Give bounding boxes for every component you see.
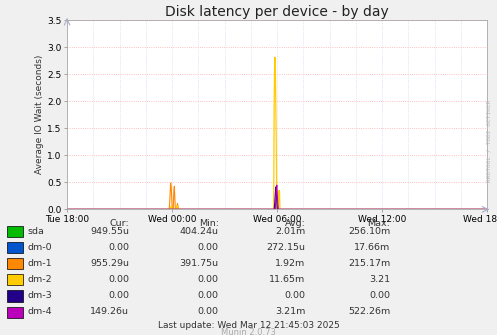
Text: Min:: Min: (199, 219, 219, 228)
Text: Avg:: Avg: (285, 219, 306, 228)
Text: 256.10m: 256.10m (348, 227, 390, 236)
Text: 1.92m: 1.92m (275, 259, 306, 268)
Text: 0.00: 0.00 (198, 308, 219, 316)
Text: 391.75u: 391.75u (179, 259, 219, 268)
Text: 0.00: 0.00 (198, 291, 219, 300)
Text: sda: sda (27, 227, 44, 236)
Text: 0.00: 0.00 (108, 291, 129, 300)
Text: 3.21: 3.21 (369, 275, 390, 284)
Text: 149.26u: 149.26u (90, 308, 129, 316)
Text: 0.00: 0.00 (108, 243, 129, 252)
Text: 0.00: 0.00 (198, 243, 219, 252)
Text: 0.00: 0.00 (108, 275, 129, 284)
Y-axis label: Average IO Wait (seconds): Average IO Wait (seconds) (35, 55, 44, 175)
Text: dm-0: dm-0 (27, 243, 52, 252)
Text: 949.55u: 949.55u (90, 227, 129, 236)
Text: Last update: Wed Mar 12 21:45:03 2025: Last update: Wed Mar 12 21:45:03 2025 (158, 321, 339, 330)
Text: Cur:: Cur: (109, 219, 129, 228)
Text: dm-4: dm-4 (27, 308, 52, 316)
Text: 215.17m: 215.17m (348, 259, 390, 268)
Text: 272.15u: 272.15u (267, 243, 306, 252)
Text: 955.29u: 955.29u (90, 259, 129, 268)
Text: Munin 2.0.73: Munin 2.0.73 (221, 329, 276, 335)
Text: dm-1: dm-1 (27, 259, 52, 268)
Text: 3.21m: 3.21m (275, 308, 306, 316)
Text: dm-3: dm-3 (27, 291, 52, 300)
Text: dm-2: dm-2 (27, 275, 52, 284)
Text: 0.00: 0.00 (285, 291, 306, 300)
Text: 11.65m: 11.65m (269, 275, 306, 284)
Text: 522.26m: 522.26m (348, 308, 390, 316)
Text: RRDTOOL / TOBI OETIKER: RRDTOOL / TOBI OETIKER (486, 99, 491, 182)
Text: 404.24u: 404.24u (180, 227, 219, 236)
Text: 0.00: 0.00 (369, 291, 390, 300)
Text: 0.00: 0.00 (198, 275, 219, 284)
Text: 2.01m: 2.01m (275, 227, 306, 236)
Title: Disk latency per device - by day: Disk latency per device - by day (165, 5, 389, 19)
Text: 17.66m: 17.66m (354, 243, 390, 252)
Text: Max:: Max: (367, 219, 390, 228)
